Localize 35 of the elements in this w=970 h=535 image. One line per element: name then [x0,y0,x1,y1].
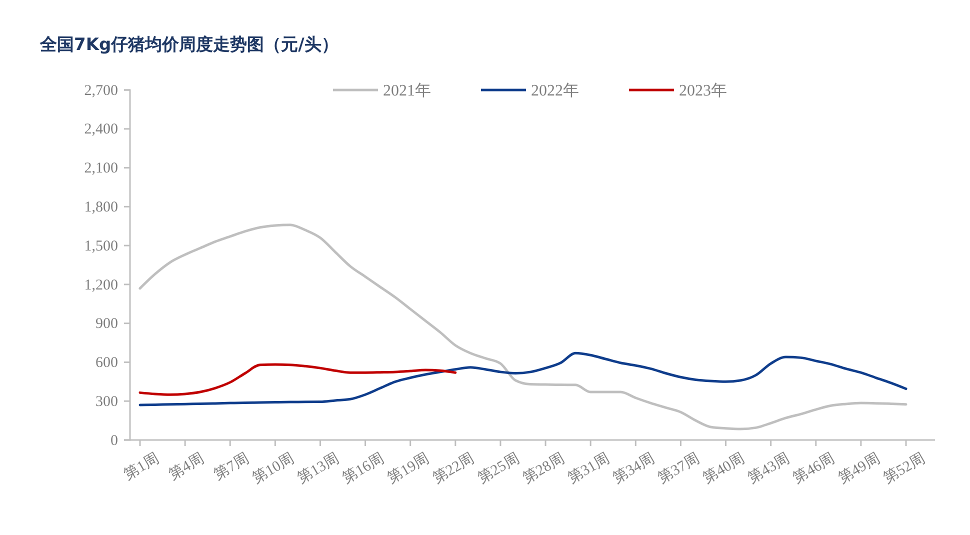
x-tick-label: 第1周 [120,450,162,484]
y-tick-label: 900 [96,316,118,332]
x-tick-label: 第37周 [655,450,703,487]
x-tick-label: 第25周 [474,450,522,487]
x-tick-label: 第4周 [166,450,207,484]
y-tick-label: 600 [96,355,118,372]
x-tick-label: 第40周 [700,450,748,487]
x-tick-label: 第43周 [745,450,793,487]
line-series [138,352,908,406]
legend-label: 2022年 [531,82,579,100]
y-tick-label: 1,200 [84,277,118,294]
x-tick-label: 第16周 [340,450,388,487]
y-tick-label: 300 [96,394,118,410]
y-tick-label: 1,500 [84,238,118,254]
y-tick-label: 2,400 [84,122,118,138]
chart-title: 全国7Kg仔猪均价周度走势图（元/头） [39,35,338,55]
legend-label: 2023年 [679,82,727,100]
legend-label: 2021年 [383,82,431,100]
x-tick-label: 第31周 [564,450,612,487]
x-tick-label: 第46周 [790,450,838,487]
x-tick-label: 第28周 [520,450,568,487]
x-tick-label: 第7周 [210,450,252,484]
line-series [138,363,457,396]
x-tick-label: 第10周 [250,450,297,487]
line-series [138,224,908,430]
x-tick-label: 第22周 [430,450,478,487]
y-tick-label: 1,800 [84,199,118,216]
x-tick-label: 第13周 [294,450,342,487]
x-tick-label: 第49周 [835,450,883,487]
x-tick-label: 第19周 [384,450,432,487]
x-tick-label: 第52周 [880,450,928,487]
y-tick-label: 2,700 [84,82,118,99]
y-tick-label: 2,100 [84,160,118,177]
x-tick-label: 第34周 [610,450,658,487]
y-tick-label: 0 [110,432,118,449]
